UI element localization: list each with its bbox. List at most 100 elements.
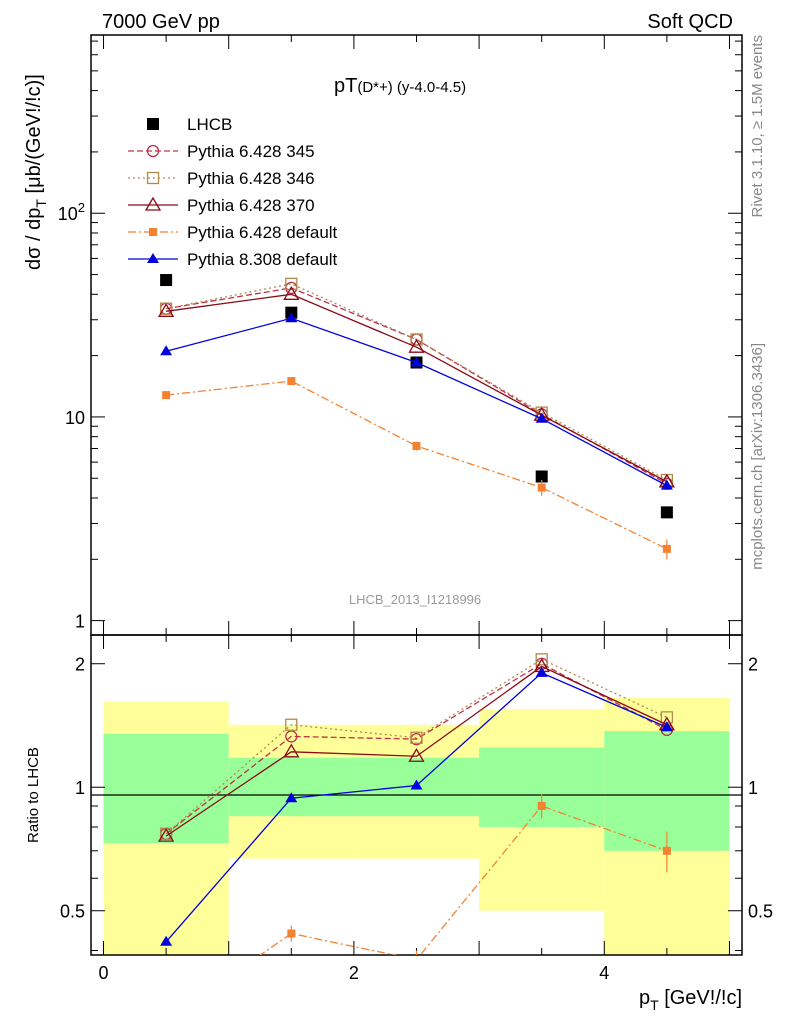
band-inner-4: [604, 731, 730, 851]
main-series-group: [157, 274, 676, 560]
ratio-point-py346: [410, 731, 423, 744]
ratio-series-group: [157, 653, 676, 955]
ratio-line-py346: [165, 658, 668, 835]
main-point-py8: [160, 345, 173, 356]
ratio-series-py346: [159, 653, 674, 840]
ratio-y-tick-label-right: 1: [748, 778, 758, 798]
ratio-y-tick-label-left: 2: [75, 655, 85, 675]
x-tick-label: 0: [99, 963, 109, 983]
ratio-point-py8: [535, 666, 548, 677]
ratio-point-py8: [160, 935, 173, 946]
x-tick-label: 4: [599, 963, 609, 983]
ratio-point-py346: [285, 718, 298, 731]
main-y-tick-label-base: 10: [58, 204, 78, 224]
plot-title: pT(D*+) (y-4.0-4.5): [334, 75, 466, 97]
main-line-py346: [165, 283, 668, 481]
main-y-axis-label-sub: T: [33, 199, 49, 208]
main-point-py8: [660, 479, 673, 490]
header-left: 7000 GeV pp: [102, 11, 220, 33]
main-line-pydef: [166, 380, 668, 550]
legend-marker-py370: [144, 196, 162, 211]
legend: LHCB Pythia 6.428 345 Pythia 6.428 346 Pyth…: [128, 115, 338, 269]
legend-label-py345: Pythia 6.428 345: [187, 142, 315, 161]
ratio-point-py370: [157, 827, 175, 842]
x-axis-label-unit: [GeV!/!c]: [659, 987, 742, 1009]
main-point-py370: [408, 338, 425, 353]
plot-title-sub: (D*+) (y-4.0-4.5): [357, 79, 466, 96]
ratio-point-pydef: [662, 846, 671, 855]
ratio-point-pydef: [537, 802, 546, 811]
legend-label-py370: Pythia 6.428 370: [187, 196, 315, 215]
main-y-tick-label: 1: [75, 612, 85, 632]
main-point-py8: [535, 412, 548, 423]
ratio-point-py370: [283, 743, 300, 758]
ratio-point-py8: [285, 792, 298, 803]
ratio-point-py8: [660, 721, 673, 732]
main-y-axis-label-post: [μb/(GeV!/!c)]: [23, 74, 45, 199]
main-point-py370: [283, 286, 300, 300]
main-point-py346: [285, 277, 298, 291]
legend-marker-py346: [146, 171, 160, 185]
ratio-series-pydef: [259, 794, 671, 955]
legend-marker-pydef: [149, 228, 157, 236]
main-series-py345: [159, 281, 674, 490]
main-line-py8: [165, 317, 668, 487]
ratio-axis-ticks: 0.5 0.5 1 1 2 2 0 2 4: [60, 635, 773, 983]
ratio-uncertainty-bands: [103, 698, 730, 955]
legend-marker-py345: [146, 144, 160, 158]
main-point-pydef: [287, 377, 296, 386]
mcplots-label: mcplots.cern.ch [arXiv:1306.3436]: [749, 343, 766, 570]
main-point-py346: [410, 333, 423, 346]
main-point-pydef: [162, 391, 171, 400]
legend-label-py8: Pythia 8.308 default: [187, 250, 338, 269]
main-point-py8: [410, 356, 423, 367]
main-point-lhcb: [160, 274, 173, 287]
main-y-axis-label-pre: dσ / dp: [23, 208, 45, 270]
main-series-py370: [157, 286, 676, 488]
main-y-tick-label: 10: [65, 408, 85, 428]
main-point-py8: [285, 312, 298, 323]
ratio-point-py8: [410, 779, 423, 790]
legend-marker-lhcb: [147, 118, 159, 130]
main-point-pydef: [412, 441, 421, 450]
main-series-py8: [160, 312, 673, 490]
legend-marker-py8: [147, 253, 159, 263]
ratio-series-py8: [160, 666, 673, 946]
main-y-axis-label: dσ / dpT [μb/(GeV!/!c)]: [23, 74, 49, 270]
plot-title-main: pT: [334, 75, 357, 97]
ratio-y-tick-label-left: 0.5: [60, 902, 85, 922]
x-tick-label: 2: [349, 963, 359, 983]
main-line-py370: [166, 293, 668, 483]
ratio-series-py370: [157, 658, 676, 842]
legend-label-pydef: Pythia 6.428 default: [187, 223, 338, 242]
ratio-point-py345: [285, 730, 298, 743]
legend-label-py346: Pythia 6.428 346: [187, 169, 315, 188]
ratio-point-pydef: [287, 929, 296, 938]
ratio-y-axis-label: Ratio to LHCB: [25, 747, 42, 843]
analysis-watermark: LHCB_2013_I1218996: [349, 592, 481, 607]
main-point-py370: [157, 303, 175, 317]
legend-label-lhcb: LHCB: [187, 115, 232, 134]
x-axis-label: pT [GeV!/!c]: [639, 987, 742, 1013]
main-line-py345: [166, 287, 668, 485]
band-inner-1: [228, 757, 354, 817]
main-point-lhcb: [535, 470, 548, 483]
x-axis-label-sub: T: [650, 997, 659, 1013]
ratio-y-tick-label-right: 0.5: [748, 902, 773, 922]
ratio-y-tick-label-right: 2: [748, 655, 758, 675]
header-right: Soft QCD: [647, 11, 733, 33]
main-series-pydef: [162, 377, 671, 560]
main-point-pydef: [537, 483, 546, 492]
main-series-py346: [159, 277, 674, 487]
main-point-pydef: [662, 544, 671, 553]
main-y-tick-label-exp: 2: [78, 200, 85, 215]
ratio-point-py346: [535, 653, 548, 666]
main-series-lhcb: [160, 274, 673, 519]
ratio-point-py370: [408, 747, 425, 762]
main-point-lhcb: [660, 506, 673, 519]
ratio-line-py370: [165, 665, 668, 837]
ratio-y-tick-label-left: 1: [75, 778, 85, 798]
x-axis-label-p: p: [639, 987, 650, 1009]
